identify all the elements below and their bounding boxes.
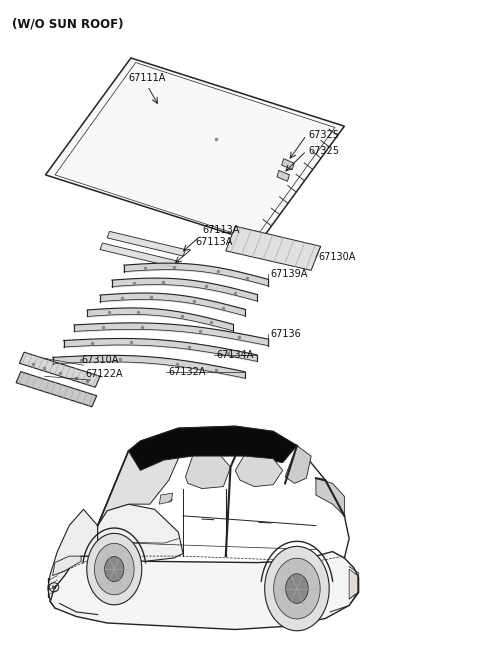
Polygon shape [97,504,183,561]
Polygon shape [185,456,230,489]
Polygon shape [159,493,173,504]
Polygon shape [286,574,308,603]
Polygon shape [129,426,297,470]
Polygon shape [235,456,283,487]
Text: 67325: 67325 [309,146,340,156]
Text: 67134A: 67134A [216,350,253,360]
Polygon shape [277,170,289,181]
Polygon shape [95,544,134,595]
Polygon shape [19,352,100,387]
Polygon shape [46,58,344,243]
Polygon shape [100,243,179,268]
Polygon shape [107,231,185,256]
Text: 67132A: 67132A [169,367,206,377]
Polygon shape [48,510,97,601]
Polygon shape [87,533,142,605]
Text: 67113A: 67113A [202,225,240,235]
Text: 67113A: 67113A [195,237,232,247]
Text: 67139A: 67139A [271,269,308,279]
Polygon shape [50,552,359,629]
Text: 67325: 67325 [309,130,340,140]
Polygon shape [316,478,344,516]
Text: (W/O SUN ROOF): (W/O SUN ROOF) [12,17,124,30]
Polygon shape [264,546,329,631]
Polygon shape [274,558,320,619]
Polygon shape [53,556,81,576]
Text: H: H [52,585,56,590]
Polygon shape [16,371,96,407]
Polygon shape [349,569,358,599]
Text: 67111A: 67111A [129,73,166,83]
Polygon shape [285,445,311,483]
Polygon shape [105,557,124,582]
Polygon shape [97,428,183,525]
Polygon shape [282,159,294,170]
Text: 67130A: 67130A [318,252,356,263]
Polygon shape [226,226,321,271]
Text: 67122A: 67122A [86,369,123,379]
Text: 67310A: 67310A [81,354,119,365]
Text: 67136: 67136 [271,329,301,339]
